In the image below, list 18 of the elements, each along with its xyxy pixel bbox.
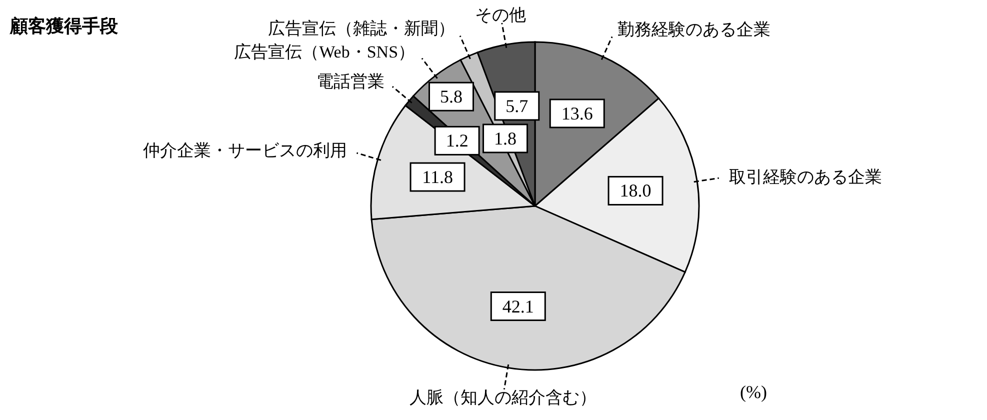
slice-label: 広告宣伝（雑誌・新聞）: [268, 18, 455, 38]
data-label: 1.2: [446, 130, 468, 151]
slice-label: 勤務経験のある企業: [617, 20, 770, 39]
slice-label: 電話営業: [316, 72, 384, 91]
slice-label: 仲介企業・サービスの利用: [143, 141, 348, 160]
slice-label: 取引経験のある企業: [728, 167, 882, 186]
data-label: 42.1: [502, 296, 534, 316]
slice-label: その他: [474, 6, 526, 25]
text: (%): [740, 382, 767, 403]
data-label: 18.0: [620, 180, 652, 201]
data-label: 13.6: [561, 103, 593, 124]
data-label: 5.7: [506, 96, 528, 116]
slice-label: 広告宣伝（Web・SNS）: [234, 42, 416, 62]
data-label: 1.8: [494, 128, 517, 148]
data-label: 5.8: [440, 86, 462, 107]
slice-label: 人脈（知人の紹介含む）: [409, 388, 596, 407]
text: 顧客獲得手段: [10, 15, 118, 38]
data-label: 11.8: [422, 167, 453, 188]
